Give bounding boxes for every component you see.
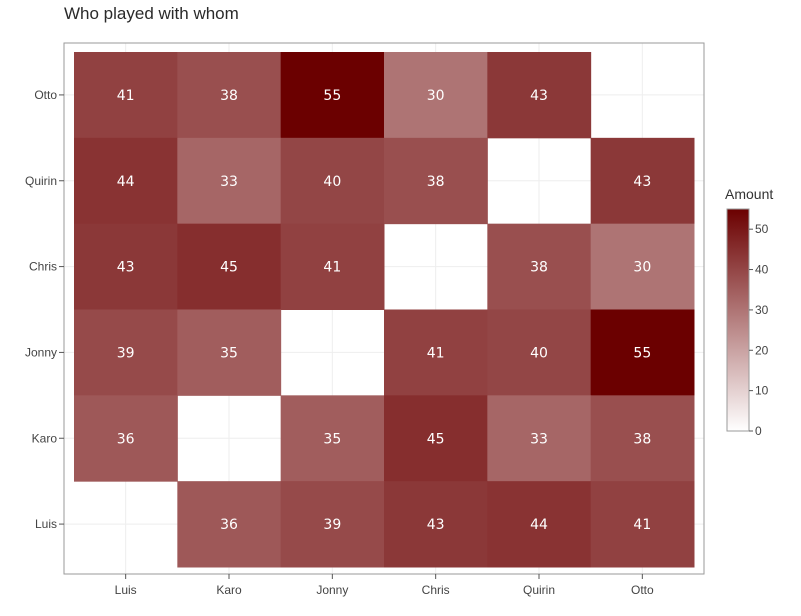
cell-value-label: 40 — [323, 174, 341, 190]
cell-value-label: 36 — [220, 517, 238, 533]
cell-value-label: 45 — [220, 260, 238, 276]
heatmap-cell — [384, 481, 488, 568]
x-axis: Luis Karo Jonny Chris Quirin Otto — [115, 574, 654, 597]
cell-value-label: 41 — [427, 345, 445, 361]
heatmap-cell — [280, 395, 385, 482]
cell-value-label: 44 — [117, 174, 135, 190]
legend-tick-label: 0 — [755, 424, 762, 438]
x-tick-label: Karo — [216, 583, 242, 597]
cell-value-label: 41 — [633, 517, 651, 533]
heatmap-cell — [384, 52, 488, 139]
cell-value-label: 40 — [530, 345, 548, 361]
heatmap-cell — [590, 137, 695, 225]
heatmap-cell — [384, 137, 488, 225]
heatmap-cell — [384, 309, 488, 396]
cell-labels: 41 38 55 30 43 44 33 40 38 43 43 45 41 38 30 39 35 41 40 55… — [117, 88, 651, 533]
y-tick-label: Jonny — [25, 345, 57, 359]
heatmap-cell — [280, 223, 385, 310]
legend-tick-label: 10 — [755, 384, 769, 398]
chart-title: Who played with whom — [64, 4, 239, 23]
heatmap-cell — [74, 137, 178, 225]
cell-value-label: 55 — [323, 88, 341, 104]
y-axis: Luis Karo Jonny Chris Quirin Otto — [25, 88, 64, 531]
x-tick-label: Chris — [422, 583, 450, 597]
cell-value-label: 43 — [530, 88, 548, 104]
cell-value-label: 43 — [633, 174, 651, 190]
heatmap-cell — [74, 309, 178, 396]
heatmap-cell — [384, 395, 488, 482]
color-legend: Amount 0 10 20 30 40 50 — [725, 186, 773, 438]
heatmap-cell — [487, 52, 592, 139]
y-tick-label: Karo — [32, 431, 58, 445]
cell-value-label: 36 — [117, 431, 135, 447]
legend-tick-label: 30 — [755, 303, 769, 317]
cell-value-label: 33 — [220, 174, 238, 190]
cell-value-label: 38 — [427, 174, 445, 190]
legend-title: Amount — [725, 186, 773, 202]
cell-value-label: 41 — [323, 260, 341, 276]
cell-value-label: 33 — [530, 431, 548, 447]
heatmap-cell — [590, 309, 695, 396]
heatmap-cell — [280, 137, 385, 225]
heatmap-cell — [280, 481, 385, 568]
cell-value-label: 41 — [117, 88, 135, 104]
heatmap-cell — [177, 223, 282, 310]
heatmap-cell — [177, 137, 282, 225]
heatmap-cell — [590, 395, 695, 482]
heatmap-cell — [590, 481, 695, 568]
cell-value-label: 35 — [220, 345, 238, 361]
heatmap-cell — [177, 309, 282, 396]
cell-value-label: 38 — [633, 431, 651, 447]
x-tick-label: Quirin — [523, 583, 555, 597]
legend-tick-label: 20 — [755, 343, 769, 357]
heatmap-cell — [590, 223, 695, 310]
y-tick-label: Quirin — [25, 174, 57, 188]
cell-value-label: 43 — [117, 260, 135, 276]
x-tick-label: Luis — [115, 583, 137, 597]
cell-value-label: 43 — [427, 517, 445, 533]
heatmap-cell — [487, 481, 592, 568]
y-tick-label: Otto — [34, 88, 57, 102]
heatmap-cell — [487, 395, 592, 482]
cell-value-label: 45 — [427, 431, 445, 447]
cell-value-label: 38 — [530, 260, 548, 276]
legend-tick-label: 40 — [755, 263, 769, 277]
heatmap-cell — [487, 309, 592, 396]
heatmap-cell — [177, 52, 282, 139]
plot-frame — [63, 42, 705, 575]
cell-value-label: 35 — [323, 431, 341, 447]
x-tick-label: Otto — [631, 583, 654, 597]
y-tick-label: Luis — [35, 517, 57, 531]
x-tick-label: Jonny — [316, 583, 348, 597]
legend-colorbar — [726, 208, 750, 432]
cell-value-label: 55 — [633, 345, 651, 361]
cell-value-label: 30 — [633, 260, 651, 276]
cell-value-label: 44 — [530, 517, 548, 533]
heatmap-cells — [74, 52, 695, 568]
heatmap-cell — [487, 223, 592, 310]
legend-tick-label: 50 — [755, 222, 769, 236]
heatmap-cell — [74, 52, 178, 139]
heatmap-cell — [177, 481, 282, 568]
cell-value-label: 39 — [117, 345, 135, 361]
cell-value-label: 38 — [220, 88, 238, 104]
cell-value-label: 30 — [427, 88, 445, 104]
heatmap-cell — [280, 52, 385, 139]
heatmap-cell — [74, 395, 178, 482]
cell-value-label: 39 — [323, 517, 341, 533]
y-tick-label: Chris — [29, 260, 57, 274]
heatmap-cell — [74, 223, 178, 310]
